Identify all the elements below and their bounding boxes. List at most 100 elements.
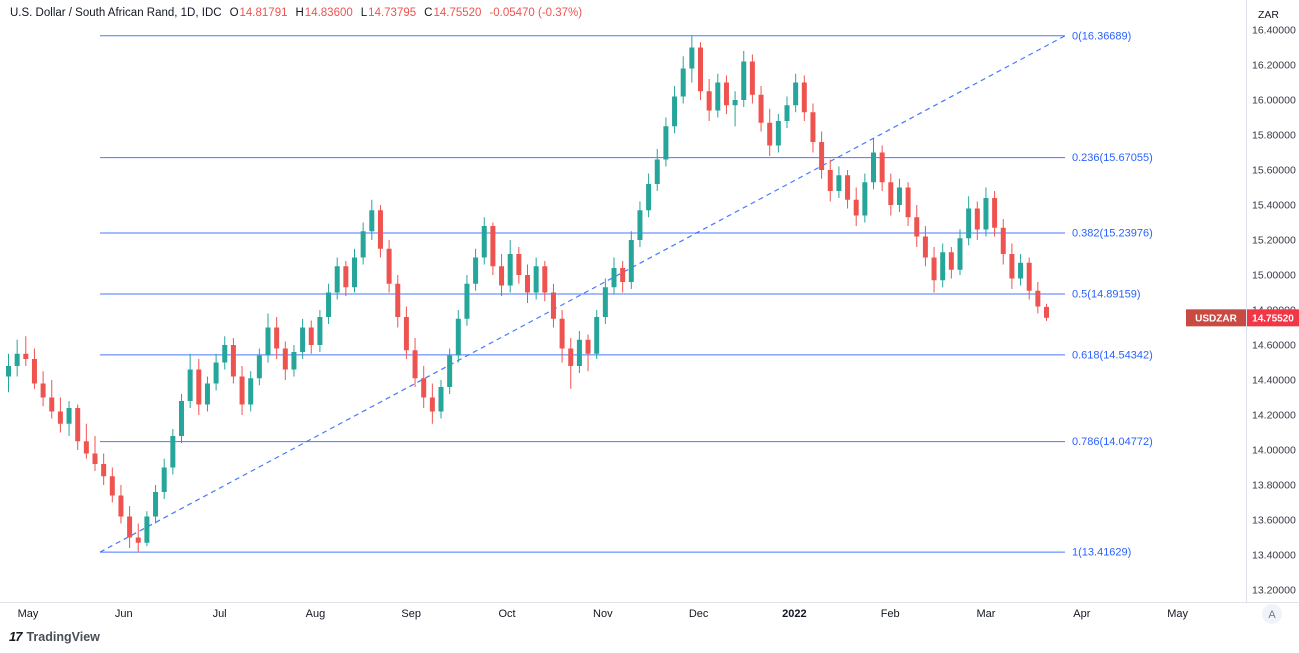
time-label[interactable]: Oct [498,608,515,620]
price-tick-label: 15.20000 [1252,235,1296,247]
time-label[interactable]: May [1167,608,1188,620]
candle-body [983,198,989,230]
price-badge-symbol-text: USDZAR [1195,313,1237,324]
candle-body [784,105,790,121]
candle-body [256,355,262,379]
fib-level-label[interactable]: 0.236(15.67055) [1072,152,1153,164]
time-label[interactable]: Feb [881,608,900,620]
time-label[interactable]: May [18,608,39,620]
candle-body [957,238,963,270]
candle-body [793,82,799,106]
candle-body [775,121,781,146]
candle-body [611,268,617,288]
candle-body [758,94,764,123]
tradingview-logo[interactable]: 17 TradingView [9,629,100,644]
candle-body [862,182,868,216]
candle-body [966,208,972,239]
candle-body [230,345,236,377]
candle-body [827,170,833,191]
price-tick-label: 13.80000 [1252,480,1296,492]
currency-label: ZAR [1258,9,1279,21]
time-label[interactable]: Jul [213,608,227,620]
candle-body [542,266,548,293]
candle-body [819,142,825,170]
fib-level-label[interactable]: 0.786(14.04772) [1072,436,1153,448]
candle-body [473,257,479,284]
candle-body [931,257,937,281]
price-tick-label: 15.40000 [1252,200,1296,212]
candle-body [948,252,954,270]
time-label[interactable]: Sep [401,608,421,620]
candle-body [905,187,911,218]
candle-body [360,231,366,258]
candle-body [343,266,349,288]
time-label[interactable]: Dec [689,608,709,620]
candle-body [204,383,210,405]
candle-body [369,210,375,232]
candle-body [377,210,383,249]
candle-body [352,257,357,288]
candle-body [654,159,660,184]
candle-body [57,411,63,424]
candle-body [715,82,721,111]
time-label[interactable]: Jun [115,608,133,620]
time-label[interactable]: Nov [593,608,613,620]
candle-body [179,401,184,436]
candle-body [196,369,202,405]
candle-body [594,317,600,354]
price-tick-label: 16.20000 [1252,60,1296,72]
tradingview-logo-icon: 17 [9,629,23,644]
price-tick-label: 14.20000 [1252,410,1296,422]
candle-body [66,408,72,424]
auto-scale-button-label: A [1268,609,1276,621]
candle-body [308,327,314,345]
price-tick-label: 15.80000 [1252,130,1296,142]
trend-line[interactable] [99,35,1066,553]
candle-body [879,152,885,183]
ohlc-value: 14.83600 [304,7,353,19]
candle-body [602,287,608,317]
candle-body [516,254,522,275]
candle-body [637,210,643,240]
price-tick-label: 16.00000 [1252,95,1296,107]
fib-level-label[interactable]: 0.618(14.54342) [1072,349,1153,361]
candle-body [490,226,496,267]
candle-body [533,266,539,293]
price-tick-label: 14.00000 [1252,445,1296,457]
candle-body [83,441,89,454]
time-label[interactable]: 2022 [782,608,806,620]
candle-body [144,516,150,543]
candle-body [213,362,219,384]
price-tick-label: 13.40000 [1252,550,1296,562]
fib-level-label[interactable]: 0.382(15.23976) [1072,228,1153,240]
fib-level-label[interactable]: 0(16.36689) [1072,30,1131,42]
auto-scale-button[interactable] [1262,604,1282,624]
candle-body [386,248,392,284]
candle-body [585,339,591,354]
candle-body [698,47,703,92]
candle-body [153,492,159,517]
fib-level-label[interactable]: 0.5(14.89159) [1072,288,1141,300]
price-tick-label: 15.60000 [1252,165,1296,177]
time-label[interactable]: Mar [977,608,996,620]
candle-body [836,175,842,191]
time-label[interactable]: Aug [306,608,326,620]
candle-body [403,317,409,351]
candle-body [922,236,928,258]
ohlc-letter: L [360,7,368,19]
candle-body [265,327,271,356]
candle-body [810,112,816,142]
fib-level-label[interactable]: 1(13.41629) [1072,547,1131,559]
tradingview-logo-text: TradingView [26,629,100,644]
candle-body [559,318,565,349]
ohlc-value: 14.81791 [239,7,288,19]
candle-body [187,369,193,401]
candle-body [767,122,773,146]
candle-body [334,266,340,293]
time-label[interactable]: Apr [1073,608,1090,620]
candle-body [127,516,133,538]
candle-body [464,283,470,319]
price-badge-symbol [1186,309,1246,327]
symbol-title[interactable]: U.S. Dollar / South African Rand, 1D, ID… [10,7,222,19]
